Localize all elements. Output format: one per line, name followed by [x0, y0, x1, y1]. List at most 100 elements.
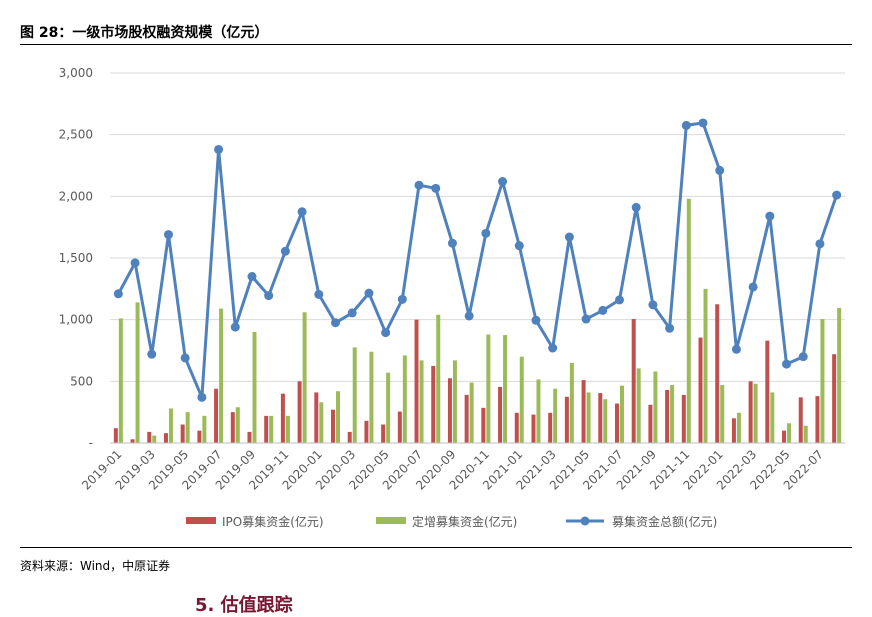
- ipo-bar: [731, 418, 736, 443]
- total-point: [464, 311, 474, 321]
- ipo-bar: [297, 381, 302, 443]
- ipo-bar: [214, 388, 219, 443]
- legend-ipo-label: IPO募集资金(亿元): [222, 514, 324, 529]
- ipo-bar: [197, 430, 202, 443]
- total-point: [531, 315, 541, 325]
- placement-bar: [118, 318, 123, 443]
- ipo-bar: [264, 415, 269, 443]
- ipo-bar: [498, 386, 503, 443]
- y-tick-label: 500: [70, 374, 93, 388]
- placement-bar: [536, 379, 541, 443]
- placement-bar: [252, 332, 257, 443]
- total-point: [314, 289, 324, 299]
- placement-bar: [352, 347, 357, 443]
- y-tick-label: 2,500: [59, 128, 93, 142]
- total-point: [698, 118, 708, 128]
- total-line: [117, 121, 839, 399]
- next-section-heading: 5. 估值跟踪: [195, 595, 293, 616]
- ipo-bar: [414, 319, 419, 443]
- placement-bar: [820, 319, 825, 443]
- placement-bar: [720, 385, 725, 443]
- placement-bar: [319, 402, 324, 443]
- placement-bar: [185, 412, 190, 443]
- placement-bar: [219, 308, 224, 443]
- placement-bar: [837, 307, 842, 443]
- ipo-bar: [548, 412, 553, 443]
- gridlines: [110, 72, 845, 382]
- placement-bar: [486, 334, 491, 443]
- ipo-bar: [180, 424, 185, 443]
- placement-bar: [469, 382, 474, 443]
- total-point: [715, 165, 725, 175]
- bar-series: [113, 198, 842, 443]
- total-point: [631, 202, 641, 212]
- total-point: [147, 349, 157, 359]
- total-point: [681, 120, 691, 130]
- ipo-bar: [230, 412, 235, 443]
- total-point: [297, 207, 307, 217]
- placement-bar: [770, 392, 775, 443]
- total-point: [798, 352, 808, 362]
- ipo-bar: [381, 424, 386, 443]
- ipo-bar: [331, 409, 336, 443]
- legend-total-marker: [580, 516, 590, 526]
- figure-title: 图 28：一级市场股权融资规模（亿元）: [20, 25, 269, 41]
- line-series: [113, 118, 842, 402]
- total-point: [665, 323, 675, 333]
- y-axis-ticks: - 500 1,000 1,500 2,000 2,500 3,000: [59, 66, 93, 450]
- placement-bar: [519, 356, 524, 443]
- legend-placement-swatch: [376, 517, 406, 524]
- placement-bar: [269, 415, 274, 443]
- placement-bar: [686, 198, 691, 443]
- top-rule: [20, 44, 852, 45]
- ipo-bar: [280, 393, 285, 443]
- total-point: [130, 258, 140, 268]
- legend-total-label: 募集资金总额(亿元): [612, 514, 717, 529]
- total-point: [214, 144, 224, 154]
- y-tick-label: 2,000: [59, 189, 93, 203]
- ipo-bar: [665, 389, 670, 443]
- placement-bar: [202, 415, 207, 443]
- ipo-bar: [314, 392, 319, 443]
- placement-bar: [670, 385, 675, 443]
- total-point: [481, 228, 491, 238]
- ipo-bar: [581, 380, 586, 443]
- ipo-bar: [130, 439, 135, 443]
- placement-bar: [703, 288, 708, 443]
- placement-bar: [168, 408, 173, 443]
- ipo-bar: [431, 365, 436, 443]
- total-point: [447, 238, 457, 248]
- total-point: [280, 246, 290, 256]
- legend: IPO募集资金(亿元) 定增募集资金(亿元) 募集资金总额(亿元): [186, 514, 717, 529]
- y-tick-label: 1,000: [59, 313, 93, 327]
- total-point: [832, 190, 842, 200]
- placement-bar: [736, 412, 741, 443]
- ipo-bar: [648, 404, 653, 443]
- placement-bar: [135, 302, 140, 443]
- placement-bar: [636, 368, 641, 443]
- total-point: [347, 308, 357, 318]
- ipo-bar: [598, 393, 603, 443]
- y-tick-label: 1,500: [59, 251, 93, 265]
- total-point: [431, 183, 441, 193]
- total-point: [614, 295, 624, 305]
- ipo-bar: [514, 412, 519, 443]
- total-point: [163, 230, 173, 240]
- placement-bar: [452, 360, 457, 443]
- placement-bar: [152, 435, 157, 443]
- placement-bar: [586, 392, 591, 443]
- ipo-bar: [163, 433, 168, 443]
- total-point: [498, 177, 508, 187]
- ipo-bar: [147, 431, 152, 443]
- ipo-bar: [447, 378, 452, 443]
- total-point: [331, 318, 341, 328]
- total-point: [581, 314, 591, 324]
- total-point: [514, 241, 524, 251]
- ipo-bar: [364, 420, 369, 443]
- total-point: [230, 322, 240, 332]
- ipo-bar: [748, 381, 753, 443]
- combo-chart: - 500 1,000 1,500 2,000 2,500 3,000 2019-01201…: [59, 66, 845, 529]
- legend-ipo-swatch: [186, 517, 216, 524]
- placement-bar: [235, 407, 240, 443]
- placement-bar: [787, 423, 792, 443]
